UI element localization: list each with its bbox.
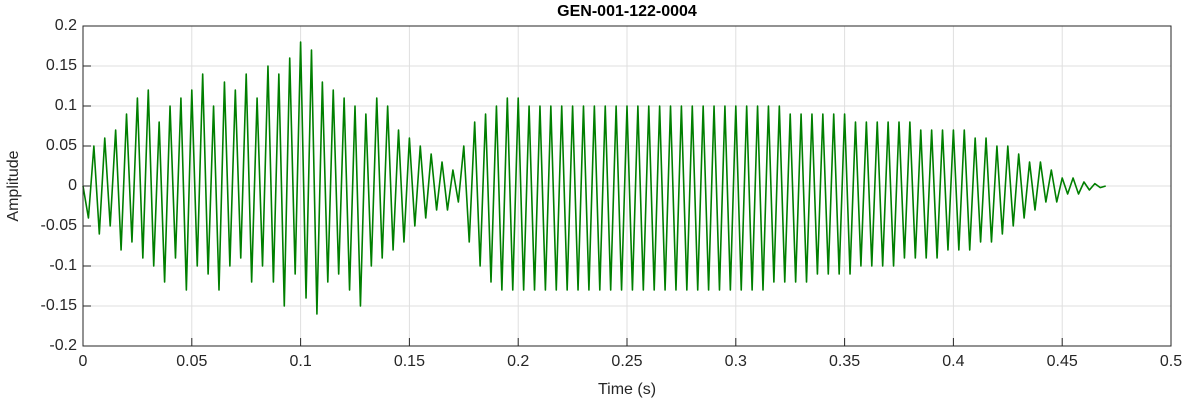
x-tick-label: 0.25 xyxy=(611,353,642,370)
chart-title: GEN-001-122-0004 xyxy=(557,3,697,20)
x-tick-label: 0.3 xyxy=(725,353,747,370)
y-tick-label: -0.15 xyxy=(41,297,78,314)
x-tick-label: 0.05 xyxy=(176,353,207,370)
x-tick-label: 0.1 xyxy=(289,353,311,370)
y-tick-label: 0.2 xyxy=(55,17,77,34)
x-axis-label: Time (s) xyxy=(598,381,656,398)
y-tick-label: 0.1 xyxy=(55,97,77,114)
x-tick-label: 0.35 xyxy=(829,353,860,370)
y-tick-label: 0 xyxy=(68,177,77,194)
y-tick-label: 0.15 xyxy=(46,57,77,74)
x-tick-label: 0.45 xyxy=(1047,353,1078,370)
x-tick-label: 0 xyxy=(79,353,88,370)
x-tick-label: 0.15 xyxy=(394,353,425,370)
x-tick-label: 0.2 xyxy=(507,353,529,370)
plot-frame xyxy=(82,25,1172,347)
y-tick-label: 0.05 xyxy=(46,137,77,154)
waveform xyxy=(82,41,1106,315)
y-tick-label: -0.1 xyxy=(49,257,77,274)
y-tick-label: -0.2 xyxy=(49,337,77,354)
y-axis-label: Amplitude xyxy=(5,150,22,221)
x-tick-label: 0.4 xyxy=(942,353,964,370)
x-tick-label: 0.5 xyxy=(1160,353,1182,370)
y-tick-label: -0.05 xyxy=(41,217,78,234)
